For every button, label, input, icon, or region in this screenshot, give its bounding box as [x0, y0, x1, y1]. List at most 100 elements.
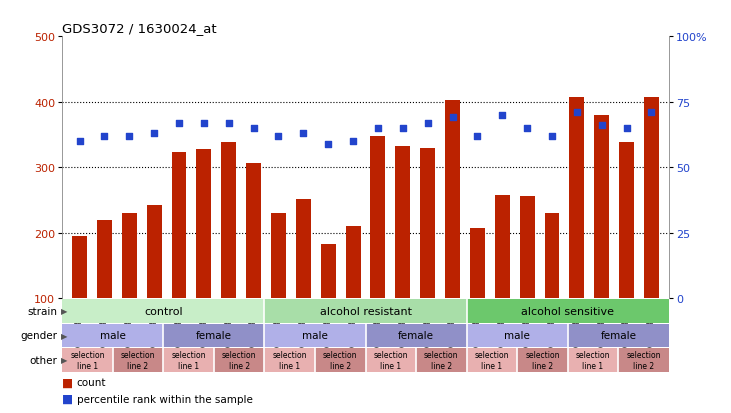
Point: [248, 126, 260, 132]
Bar: [569, 98, 584, 299]
Bar: [62, 299, 265, 323]
Bar: [618, 348, 669, 372]
Point: [621, 126, 632, 132]
Bar: [395, 147, 410, 299]
Bar: [495, 195, 510, 299]
Point: [496, 112, 508, 119]
Text: ▶: ▶: [61, 356, 67, 364]
Point: [347, 138, 359, 145]
Text: other: other: [29, 355, 57, 365]
Point: [223, 120, 235, 127]
Bar: [366, 348, 416, 372]
Text: gender: gender: [20, 330, 57, 341]
Bar: [518, 348, 568, 372]
Bar: [470, 229, 485, 299]
Text: selection
line 1: selection line 1: [273, 350, 307, 370]
Bar: [520, 197, 534, 299]
Text: selection
line 2: selection line 2: [626, 350, 661, 370]
Point: [645, 110, 657, 116]
Point: [447, 115, 458, 121]
Text: ▶: ▶: [61, 331, 67, 340]
Text: male: male: [302, 330, 328, 341]
Bar: [163, 348, 213, 372]
Point: [148, 131, 160, 137]
Text: control: control: [144, 306, 183, 316]
Text: ■: ■: [62, 375, 73, 389]
Bar: [568, 324, 669, 347]
Point: [99, 133, 110, 140]
Bar: [466, 324, 568, 347]
Bar: [265, 299, 466, 323]
Bar: [416, 348, 466, 372]
Text: ■: ■: [62, 392, 73, 405]
Bar: [265, 324, 366, 347]
Bar: [371, 137, 385, 299]
Bar: [246, 163, 261, 299]
Text: ▶: ▶: [61, 307, 67, 316]
Bar: [296, 199, 311, 299]
Text: male: male: [99, 330, 126, 341]
Bar: [97, 220, 112, 299]
Text: GDS3072 / 1630024_at: GDS3072 / 1630024_at: [62, 22, 217, 35]
Bar: [644, 97, 659, 299]
Text: alcohol sensitive: alcohol sensitive: [521, 306, 614, 316]
Point: [198, 120, 210, 127]
Text: female: female: [398, 330, 434, 341]
Point: [322, 141, 334, 148]
Bar: [122, 214, 137, 299]
Bar: [445, 101, 460, 299]
Point: [397, 126, 409, 132]
Point: [571, 110, 583, 116]
Text: count: count: [77, 377, 106, 387]
Bar: [147, 206, 162, 299]
Bar: [213, 348, 265, 372]
Bar: [321, 244, 336, 299]
Bar: [197, 150, 211, 299]
Bar: [366, 324, 466, 347]
Bar: [466, 299, 669, 323]
Text: strain: strain: [27, 306, 57, 316]
Text: selection
line 1: selection line 1: [576, 350, 610, 370]
Point: [422, 120, 433, 127]
Text: selection
line 2: selection line 2: [323, 350, 357, 370]
Point: [546, 133, 558, 140]
Text: selection
line 2: selection line 2: [424, 350, 458, 370]
Bar: [221, 143, 236, 299]
Text: percentile rank within the sample: percentile rank within the sample: [77, 394, 253, 404]
Bar: [113, 348, 163, 372]
Point: [74, 138, 86, 145]
Bar: [420, 148, 435, 299]
Point: [596, 123, 607, 129]
Bar: [271, 214, 286, 299]
Bar: [172, 153, 186, 299]
Text: alcohol resistant: alcohol resistant: [319, 306, 412, 316]
Bar: [346, 227, 360, 299]
Text: selection
line 2: selection line 2: [525, 350, 560, 370]
Text: selection
line 2: selection line 2: [121, 350, 155, 370]
Bar: [163, 324, 265, 347]
Bar: [265, 348, 315, 372]
Point: [273, 133, 284, 140]
Bar: [568, 348, 618, 372]
Text: female: female: [600, 330, 636, 341]
Text: female: female: [196, 330, 232, 341]
Point: [173, 120, 185, 127]
Text: male: male: [504, 330, 530, 341]
Bar: [72, 237, 87, 299]
Bar: [62, 324, 163, 347]
Bar: [466, 348, 518, 372]
Bar: [62, 348, 113, 372]
Text: selection
line 1: selection line 1: [374, 350, 408, 370]
Bar: [594, 116, 609, 299]
Text: selection
line 2: selection line 2: [221, 350, 257, 370]
Point: [521, 126, 533, 132]
Point: [372, 126, 384, 132]
Point: [124, 133, 135, 140]
Bar: [619, 143, 634, 299]
Bar: [545, 214, 559, 299]
Text: selection
line 1: selection line 1: [70, 350, 105, 370]
Bar: [315, 348, 366, 372]
Point: [298, 131, 309, 137]
Text: selection
line 1: selection line 1: [474, 350, 510, 370]
Text: selection
line 1: selection line 1: [171, 350, 206, 370]
